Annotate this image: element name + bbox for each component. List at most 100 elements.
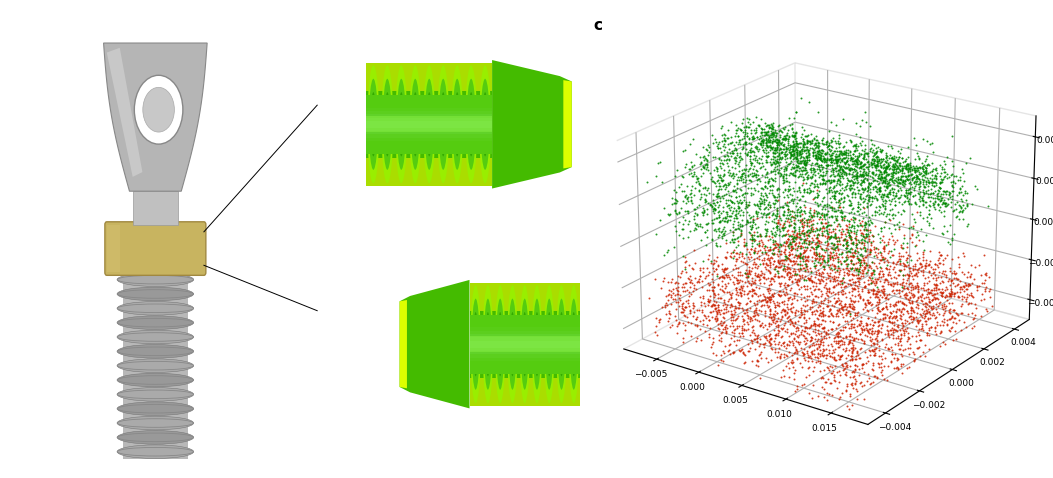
Ellipse shape (482, 92, 488, 156)
Text: a: a (346, 19, 356, 34)
Ellipse shape (557, 299, 565, 390)
Ellipse shape (143, 87, 175, 132)
Ellipse shape (545, 299, 553, 390)
Ellipse shape (452, 65, 463, 183)
Ellipse shape (395, 65, 408, 183)
Bar (470, 336, 580, 352)
Bar (366, 118, 492, 131)
Bar (366, 111, 492, 138)
Ellipse shape (424, 79, 434, 170)
Ellipse shape (413, 92, 418, 156)
Ellipse shape (398, 92, 404, 156)
Bar (366, 91, 492, 158)
Ellipse shape (453, 79, 461, 170)
Ellipse shape (117, 359, 194, 372)
Ellipse shape (117, 373, 194, 387)
Ellipse shape (367, 65, 379, 183)
Ellipse shape (520, 299, 529, 390)
Bar (366, 121, 492, 128)
Ellipse shape (439, 79, 448, 170)
Ellipse shape (426, 92, 432, 156)
Ellipse shape (410, 65, 421, 183)
Ellipse shape (556, 285, 567, 403)
Ellipse shape (510, 312, 515, 376)
Ellipse shape (465, 65, 477, 183)
Bar (470, 311, 580, 378)
Ellipse shape (508, 285, 518, 403)
Bar (366, 116, 492, 132)
Ellipse shape (381, 65, 393, 183)
Ellipse shape (384, 92, 390, 156)
Text: c: c (593, 18, 602, 33)
Bar (470, 334, 580, 354)
Ellipse shape (533, 299, 541, 390)
Polygon shape (563, 80, 572, 168)
Bar (470, 327, 580, 361)
Ellipse shape (117, 416, 194, 430)
Polygon shape (399, 300, 406, 388)
Ellipse shape (440, 92, 446, 156)
Bar (470, 282, 580, 406)
Ellipse shape (535, 312, 539, 376)
Ellipse shape (383, 79, 392, 170)
Bar (470, 337, 580, 351)
Ellipse shape (117, 330, 194, 344)
Ellipse shape (547, 312, 552, 376)
Ellipse shape (423, 65, 435, 183)
Ellipse shape (569, 285, 579, 403)
Ellipse shape (479, 65, 491, 183)
Bar (470, 341, 580, 348)
Ellipse shape (117, 273, 194, 286)
Ellipse shape (496, 299, 504, 390)
Ellipse shape (498, 312, 502, 376)
Ellipse shape (484, 299, 492, 390)
Ellipse shape (519, 285, 530, 403)
Ellipse shape (117, 287, 194, 301)
Ellipse shape (572, 312, 576, 376)
Polygon shape (106, 225, 120, 272)
Ellipse shape (473, 312, 478, 376)
Ellipse shape (466, 79, 476, 170)
Ellipse shape (117, 345, 194, 358)
Polygon shape (103, 43, 207, 191)
Bar (123, 272, 187, 459)
Ellipse shape (117, 388, 194, 401)
Ellipse shape (455, 92, 460, 156)
Polygon shape (106, 48, 142, 177)
Bar (470, 331, 580, 358)
Polygon shape (399, 280, 470, 408)
Ellipse shape (509, 299, 516, 390)
Ellipse shape (532, 285, 542, 403)
Ellipse shape (471, 285, 481, 403)
Ellipse shape (371, 92, 376, 156)
Ellipse shape (482, 285, 493, 403)
Bar (366, 108, 492, 141)
Bar (366, 95, 492, 154)
FancyBboxPatch shape (105, 222, 205, 275)
Ellipse shape (117, 431, 194, 444)
Ellipse shape (469, 92, 474, 156)
Ellipse shape (544, 285, 555, 403)
Bar (366, 63, 492, 186)
Ellipse shape (411, 79, 420, 170)
Ellipse shape (570, 299, 578, 390)
Bar (366, 114, 492, 134)
Text: b: b (346, 206, 357, 220)
Ellipse shape (117, 402, 194, 415)
Ellipse shape (117, 316, 194, 329)
Ellipse shape (437, 65, 450, 183)
Ellipse shape (485, 312, 491, 376)
Ellipse shape (559, 312, 564, 376)
Bar (470, 315, 580, 374)
Ellipse shape (117, 445, 194, 458)
Ellipse shape (397, 79, 405, 170)
Ellipse shape (117, 302, 194, 315)
Ellipse shape (522, 312, 528, 376)
Ellipse shape (472, 299, 479, 390)
Ellipse shape (369, 79, 378, 170)
Ellipse shape (135, 75, 183, 144)
Ellipse shape (480, 79, 490, 170)
Ellipse shape (495, 285, 505, 403)
Bar (133, 191, 178, 225)
Polygon shape (492, 60, 572, 188)
